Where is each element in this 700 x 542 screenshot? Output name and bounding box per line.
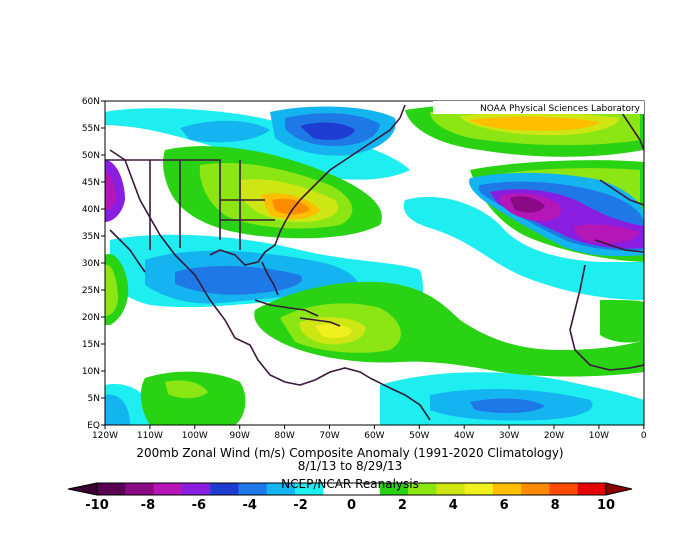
colorbar-outline (96, 482, 607, 496)
colorbar-segment (549, 483, 579, 495)
anomaly-field (105, 101, 644, 425)
credit-label: NOAA Physical Sciences Laboratory (480, 104, 641, 114)
lon-tick-label: 70W (319, 431, 339, 441)
lat-tick-label: 30N (82, 259, 100, 269)
lon-tick-label: 120W (92, 431, 118, 441)
colorbar-tick-label: 4 (449, 498, 458, 513)
lat-tick-label: 35N (82, 232, 100, 242)
latitude-axis: 60N 55N 50N 45N 40N 35N 30N 25N 20N 15N 10N 5N EQ (82, 97, 105, 431)
lat-tick-label: 60N (82, 97, 100, 107)
figure-title: 200mb Zonal Wind (m/s) Composite Anomaly… (136, 446, 564, 460)
colorbar-tick-label: 10 (597, 498, 615, 513)
colorbar-tick-label: -8 (141, 498, 155, 513)
colorbar-segment (577, 483, 607, 495)
colorbar-tick-label: 6 (500, 498, 509, 513)
data-source: NCEP/NCAR Reanalysis (281, 477, 419, 491)
colorbar-segment (238, 483, 267, 495)
lat-tick-label: 15N (82, 340, 100, 350)
colorbar: -10 -8 -6 -4 -2 0 2 4 6 8 10 (67, 482, 633, 513)
lat-tick-label: 50N (82, 151, 100, 161)
lon-tick-label: 30W (499, 431, 519, 441)
lat-tick-label: 25N (82, 286, 100, 296)
colorbar-tick-label: 0 (347, 498, 356, 513)
colorbar-tick-label: -2 (293, 498, 307, 513)
lon-tick-label: 10W (589, 431, 609, 441)
lat-tick-label: 55N (82, 124, 100, 134)
colorbar-tick-label: 2 (398, 498, 407, 513)
lon-tick-label: 110W (137, 431, 163, 441)
lon-tick-label: 20W (544, 431, 564, 441)
lat-tick-label: 20N (82, 313, 100, 323)
colorbar-segment (210, 483, 239, 495)
lon-tick-label: 80W (274, 431, 294, 441)
lon-tick-label: 0 (641, 431, 647, 441)
lon-tick-label: 50W (409, 431, 429, 441)
lat-tick-label: 10N (82, 367, 100, 377)
colorbar-segment (153, 483, 183, 495)
date-range: 8/1/13 to 8/29/13 (297, 459, 403, 473)
colorbar-segment (408, 483, 437, 495)
lat-tick-label: 40N (82, 205, 100, 215)
colorbar-segment (266, 483, 296, 495)
lat-tick-label: EQ (87, 421, 100, 431)
colorbar-tick-label: -6 (192, 498, 206, 513)
lon-tick-label: 60W (364, 431, 384, 441)
colorbar-segment (125, 483, 154, 495)
lon-tick-label: 90W (230, 431, 250, 441)
colorbar-segment (464, 483, 494, 495)
colorbar-segment (97, 483, 126, 495)
credit-box (433, 101, 644, 114)
colorbar-segment (492, 483, 522, 495)
coastlines (105, 104, 644, 421)
colorbar-tick-label: -4 (242, 498, 256, 513)
colorbar-segment (294, 483, 324, 495)
colorbar-tick-label: 8 (551, 498, 560, 513)
longitude-axis: 120W 110W 100W 90W 80W 70W 60W 50W 40W 30W 20W 10W 0 (92, 425, 647, 441)
colorbar-segment (521, 483, 550, 495)
lat-tick-label: 5N (88, 394, 100, 404)
colorbar-segment (351, 483, 381, 495)
colorbar-tick-label: -10 (85, 498, 109, 513)
colorbar-segment (181, 483, 211, 495)
lon-tick-label: 40W (454, 431, 474, 441)
colorbar-segment (436, 483, 465, 495)
lat-tick-label: 45N (82, 178, 100, 188)
lon-tick-label: 100W (182, 431, 208, 441)
colorbar-segment (379, 483, 409, 495)
colorbar-segment (323, 483, 352, 495)
